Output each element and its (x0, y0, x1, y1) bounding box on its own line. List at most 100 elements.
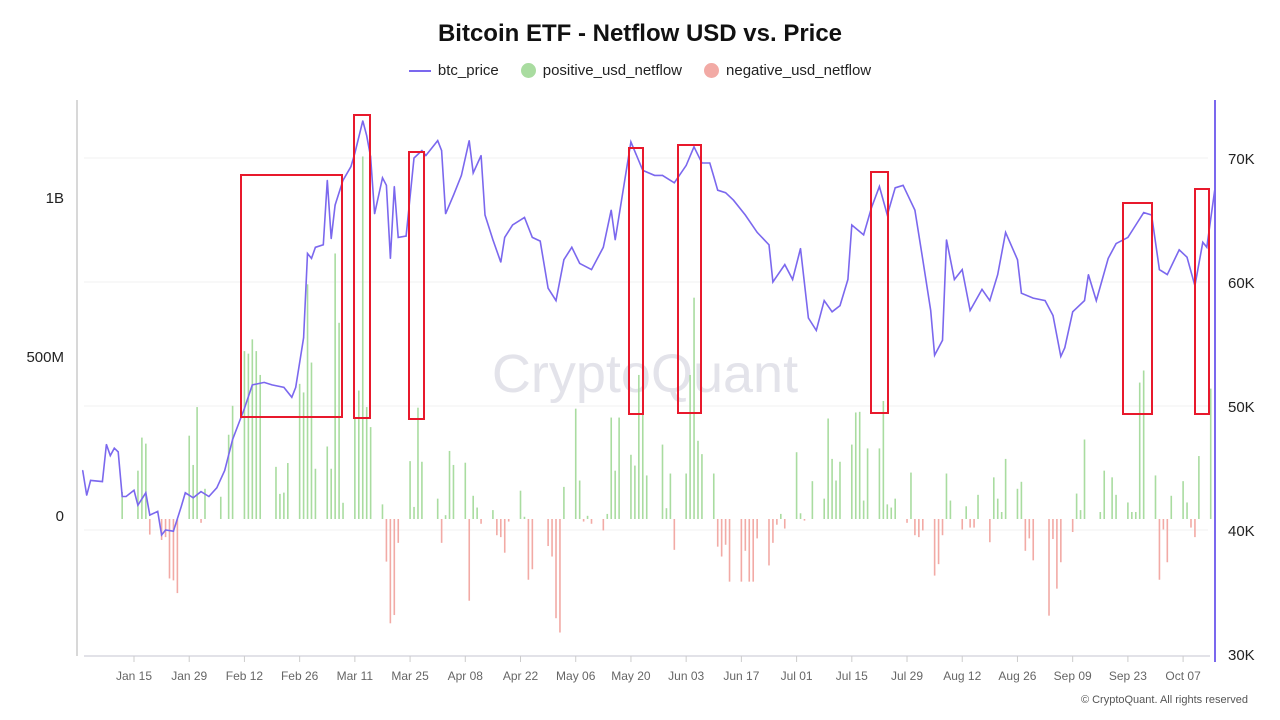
btc-price-point (1044, 300, 1046, 302)
btc-price-point (1060, 355, 1062, 357)
btc-price-point (192, 497, 194, 499)
btc-price-point (981, 288, 983, 291)
btc-price-point (208, 495, 210, 498)
btc-price-point (117, 451, 119, 453)
btc-price-point (1150, 214, 1153, 216)
negative-netflow-bar (507, 519, 510, 522)
positive-netflow-bar (1020, 481, 1023, 519)
btc-price-point (86, 494, 88, 496)
btc-price-point (870, 207, 873, 209)
positive-netflow-bar (306, 284, 309, 519)
btc-price-point (389, 257, 391, 260)
btc-price-point (969, 309, 971, 312)
x-axis-tick-label: Jan 15 (116, 669, 152, 683)
positive-netflow-bar (618, 417, 620, 519)
positive-netflow-bar (436, 498, 439, 519)
btc-price-point (571, 246, 573, 248)
btc-price-point (512, 224, 514, 226)
btc-price-point (295, 386, 297, 388)
negative-netflow-bar (989, 519, 991, 543)
btc-price-point (492, 239, 494, 241)
positive-netflow-bar (314, 468, 317, 519)
positive-netflow-bar (693, 297, 695, 519)
positive-netflow-bar (638, 374, 640, 519)
positive-netflow-bar (949, 500, 952, 519)
positive-netflow-bar (878, 448, 881, 519)
negative-netflow-bar (551, 519, 553, 557)
btc-price-point (807, 317, 810, 319)
negative-netflow-bar (602, 519, 605, 531)
negative-netflow-bar (389, 519, 392, 624)
btc-price-point (326, 179, 328, 181)
btc-price-point (472, 172, 474, 174)
btc-price-point (441, 149, 443, 152)
positive-netflow-bar (342, 502, 344, 519)
btc-price-point (945, 239, 948, 241)
left-axis-tick-label: 1B (46, 190, 64, 207)
positive-netflow-bar (866, 448, 869, 519)
negative-netflow-bar (716, 519, 719, 547)
positive-netflow-bar (1075, 493, 1078, 519)
right-axis-tick-label: 40K (1228, 523, 1255, 540)
positive-netflow-bar (523, 516, 526, 519)
legend-item-btc-price[interactable]: btc_price (408, 62, 499, 79)
btc-price-point (1020, 292, 1023, 294)
btc-price-point (101, 481, 104, 483)
negative-netflow-bar (961, 519, 964, 530)
positive-netflow-bar (1000, 512, 1003, 519)
positive-netflow-bar (862, 500, 865, 519)
positive-netflow-bar (854, 412, 857, 519)
negative-netflow-bar (906, 519, 908, 523)
btc-price-point (172, 530, 175, 532)
btc-price-point (362, 120, 364, 122)
positive-netflow-bar (255, 351, 258, 519)
x-axis-tick-label: Sep 23 (1109, 669, 1147, 683)
btc-price-point (271, 384, 273, 386)
btc-price-point (1083, 300, 1086, 302)
positive-netflow-bar (302, 392, 305, 519)
negative-netflow-bar (527, 519, 530, 580)
positive-netflow-bar (1115, 494, 1117, 519)
btc-price-point (421, 149, 423, 152)
btc-price-point (425, 154, 427, 157)
btc-price-point (523, 216, 526, 219)
legend-item-positive-netflow[interactable]: positive_usd_netflow (520, 62, 682, 79)
btc-price-point (1052, 314, 1054, 317)
btc-price-point (863, 234, 865, 236)
positive-netflow-bar (1079, 510, 1082, 519)
btc-price-point (1166, 273, 1168, 276)
positive-netflow-bar (1103, 470, 1106, 519)
btc-price-point (216, 487, 218, 489)
btc-price-point (902, 184, 904, 186)
btc-price-point (350, 166, 352, 168)
btc-price-point (630, 141, 632, 143)
positive-netflow-bar (369, 427, 372, 519)
negative-netflow-bar (937, 519, 940, 565)
positive-netflow-bar (1127, 502, 1129, 519)
btc-price-point (1005, 231, 1007, 233)
left-axis-tick-label: 0 (56, 508, 64, 525)
btc-price-point (283, 386, 285, 388)
btc-price-point (961, 269, 963, 271)
negative-netflow-bar (393, 519, 396, 616)
negative-netflow-bar (1028, 519, 1031, 539)
x-axis-tick-label: Jun 17 (723, 669, 759, 683)
negative-netflow-bar (673, 519, 676, 550)
legend-label: negative_usd_netflow (726, 62, 872, 79)
btc-price-point (1143, 211, 1145, 214)
positive-netflow-bar (578, 480, 581, 519)
btc-price-point (685, 164, 687, 167)
btc-price-point (385, 184, 388, 186)
btc-price-point (354, 152, 356, 154)
positive-netflow-bar (141, 437, 143, 519)
positive-netflow-bar (381, 504, 384, 519)
btc-price-point (263, 381, 265, 384)
legend-item-negative-netflow[interactable]: negative_usd_netflow (704, 62, 871, 79)
btc-price-point (1206, 246, 1208, 248)
positive-netflow-bar (279, 493, 281, 519)
btc-price-point (334, 204, 336, 206)
negative-netflow-bar (756, 519, 758, 539)
btc-price-point (941, 339, 944, 341)
positive-netflow-bar (685, 473, 687, 519)
btc-price-point (717, 189, 719, 191)
